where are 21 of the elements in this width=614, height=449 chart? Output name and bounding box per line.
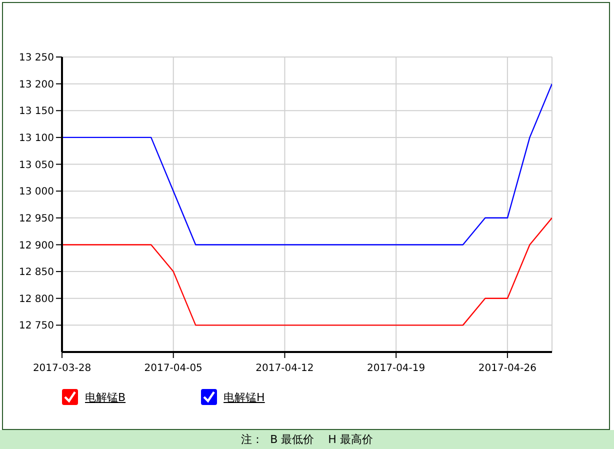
line-series [62,217,552,326]
y-tick-label: 13 200 [19,79,54,90]
x-tick-label: 2017-04-19 [367,363,426,374]
y-tick-label: 12 900 [19,240,54,252]
x-tick-label: 2017-04-05 [144,363,202,374]
y-tick-label: 13 250 [19,52,54,64]
y-tick-label: 13 050 [19,160,54,171]
y-tick-label: 12 800 [19,294,54,305]
y-tick-label: 13 000 [19,186,54,198]
x-tick-label: 2017-03-28 [32,363,92,374]
legend-label: 电解锰H [224,390,265,404]
y-tick-label: 12 750 [19,320,54,332]
y-tick-label: 13 150 [19,106,54,118]
line-series [62,83,552,246]
legend-label: 电解锰B [85,390,126,404]
y-tick-label: 12 850 [19,267,54,278]
y-tick-label: 13 100 [19,133,54,144]
y-tick-label: 12 950 [19,213,54,224]
x-tick-label: 2017-04-12 [256,363,314,374]
text: 注： B 最低价 H 最高价 [241,433,373,446]
x-tick-label: 2017-04-26 [478,363,537,374]
